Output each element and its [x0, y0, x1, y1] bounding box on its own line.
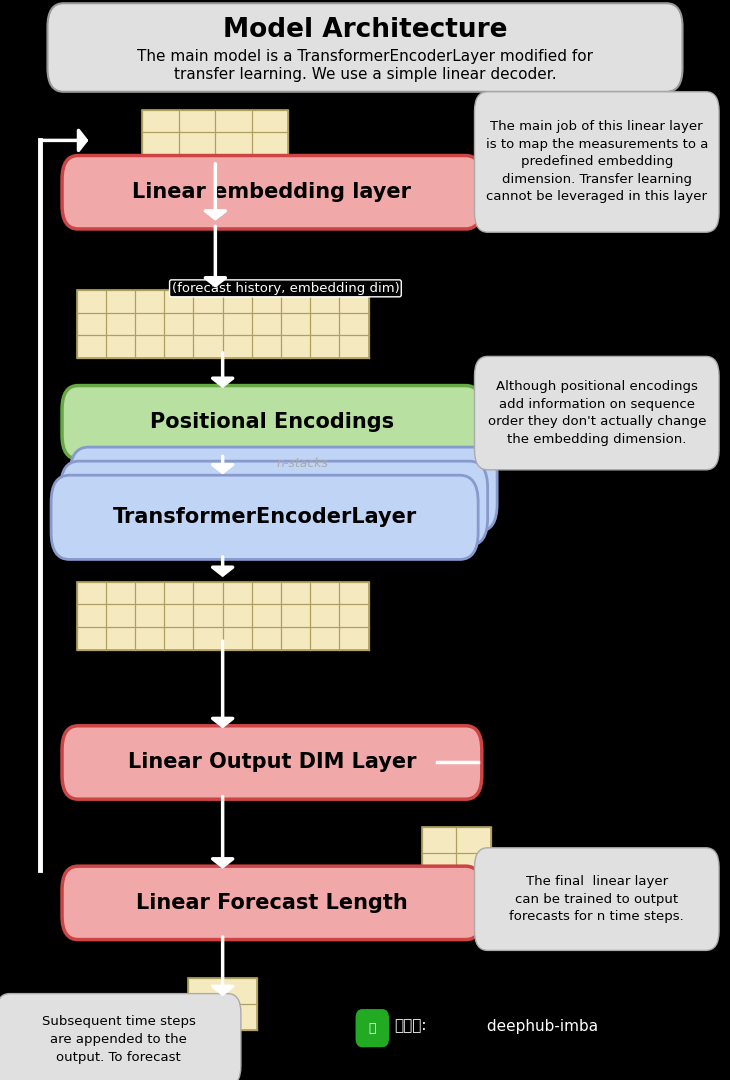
Bar: [77, 289, 369, 357]
Text: Linear Output DIM Layer: Linear Output DIM Layer: [128, 753, 416, 772]
FancyBboxPatch shape: [47, 3, 683, 92]
Text: The final  linear layer
can be trained to output
forecasts for n time steps.: The final linear layer can be trained to…: [510, 875, 684, 923]
Text: Although positional encodings
add information on sequence
order they don't actua: Although positional encodings add inform…: [488, 380, 706, 446]
Text: n-stacks: n-stacks: [277, 457, 329, 470]
FancyBboxPatch shape: [62, 386, 482, 459]
Bar: [188, 978, 257, 1030]
Text: The main model is a TransformerEncoderLayer modified for
transfer learning. We u: The main model is a TransformerEncoderLa…: [137, 50, 593, 82]
Bar: [77, 581, 369, 650]
Text: Model Architecture: Model Architecture: [223, 16, 507, 42]
Text: 微信号:: 微信号:: [394, 1018, 427, 1034]
FancyBboxPatch shape: [474, 356, 719, 470]
FancyBboxPatch shape: [70, 447, 497, 531]
FancyBboxPatch shape: [62, 726, 482, 799]
Text: The main job of this linear layer
is to map the measurements to a
predefined emb: The main job of this linear layer is to …: [485, 121, 708, 203]
Bar: [422, 827, 491, 879]
FancyBboxPatch shape: [356, 1010, 388, 1047]
FancyBboxPatch shape: [62, 866, 482, 940]
FancyBboxPatch shape: [474, 92, 719, 232]
FancyBboxPatch shape: [62, 156, 482, 229]
Text: TransformerEncoderLayer: TransformerEncoderLayer: [112, 508, 417, 527]
FancyBboxPatch shape: [474, 848, 719, 950]
FancyBboxPatch shape: [0, 994, 241, 1080]
FancyBboxPatch shape: [51, 475, 478, 559]
Text: Positional Encodings: Positional Encodings: [150, 413, 394, 432]
Text: Linear embedding layer: Linear embedding layer: [132, 183, 412, 202]
Text: deephub-imba: deephub-imba: [482, 1018, 598, 1034]
Text: Subsequent time steps
are appended to the
output. To forecast: Subsequent time steps are appended to th…: [42, 1015, 196, 1064]
Text: Linear Forecast Length: Linear Forecast Length: [136, 893, 408, 913]
Text: 微: 微: [369, 1022, 376, 1035]
Text: (forecast history, embedding dim): (forecast history, embedding dim): [172, 282, 399, 295]
FancyBboxPatch shape: [61, 461, 488, 545]
Bar: [142, 109, 288, 177]
